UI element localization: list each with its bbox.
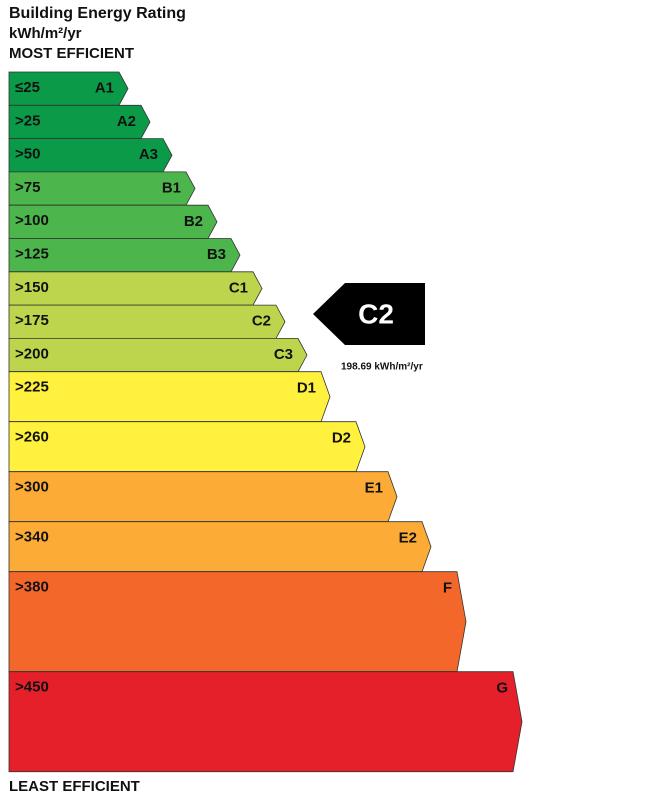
units: kWh/m²/yr <box>9 25 82 42</box>
band-grade: D1 <box>297 380 316 397</box>
band-grade: C1 <box>229 279 248 296</box>
band-threshold: >50 <box>15 146 40 163</box>
band-grade: D2 <box>332 430 351 447</box>
band <box>8 204 218 239</box>
band-threshold: >450 <box>15 679 49 696</box>
band-threshold: >300 <box>15 479 49 496</box>
bottom-label: LEAST EFFICIENT <box>9 778 140 795</box>
band <box>8 421 366 473</box>
band-threshold: >25 <box>15 112 40 129</box>
title: Building Energy Rating <box>9 5 186 22</box>
band <box>8 171 196 206</box>
indicator-arrow <box>313 283 425 345</box>
band <box>8 238 241 273</box>
band-grade: A1 <box>95 80 114 97</box>
band-threshold: >150 <box>15 279 49 296</box>
band-threshold: >75 <box>15 179 40 196</box>
band-threshold: >125 <box>15 245 49 262</box>
band <box>8 271 263 306</box>
band <box>8 71 129 106</box>
band-grade: B2 <box>184 213 203 230</box>
band <box>8 471 398 523</box>
band <box>8 304 286 339</box>
band-grade: E1 <box>365 480 383 497</box>
band-grade: E2 <box>399 530 417 547</box>
indicator-grade: C2 <box>358 298 394 329</box>
band <box>8 104 151 140</box>
band-threshold: >100 <box>15 212 49 229</box>
indicator-value: 198.69 kWh/m²/yr <box>341 362 423 373</box>
band-threshold: >380 <box>15 579 49 596</box>
band <box>8 138 173 173</box>
band-threshold: >175 <box>15 312 49 329</box>
band <box>8 571 467 673</box>
top-label: MOST EFFICIENT <box>9 45 134 62</box>
band-grade: A2 <box>117 113 136 130</box>
band-grade: B3 <box>207 246 226 263</box>
band-threshold: >340 <box>15 529 49 546</box>
band-grade: C2 <box>252 313 271 330</box>
band-grade: C3 <box>274 346 293 363</box>
band <box>8 337 308 373</box>
band-grade: F <box>443 580 452 597</box>
band <box>8 671 523 773</box>
band-threshold: >225 <box>15 379 49 396</box>
band <box>8 371 331 423</box>
band-threshold: ≤25 <box>15 79 40 96</box>
band <box>8 521 432 573</box>
band-grade: B1 <box>162 180 181 197</box>
band-threshold: >260 <box>15 429 49 446</box>
band-grade: A3 <box>139 146 158 163</box>
band-threshold: >200 <box>15 345 49 362</box>
band-grade: G <box>496 680 508 697</box>
